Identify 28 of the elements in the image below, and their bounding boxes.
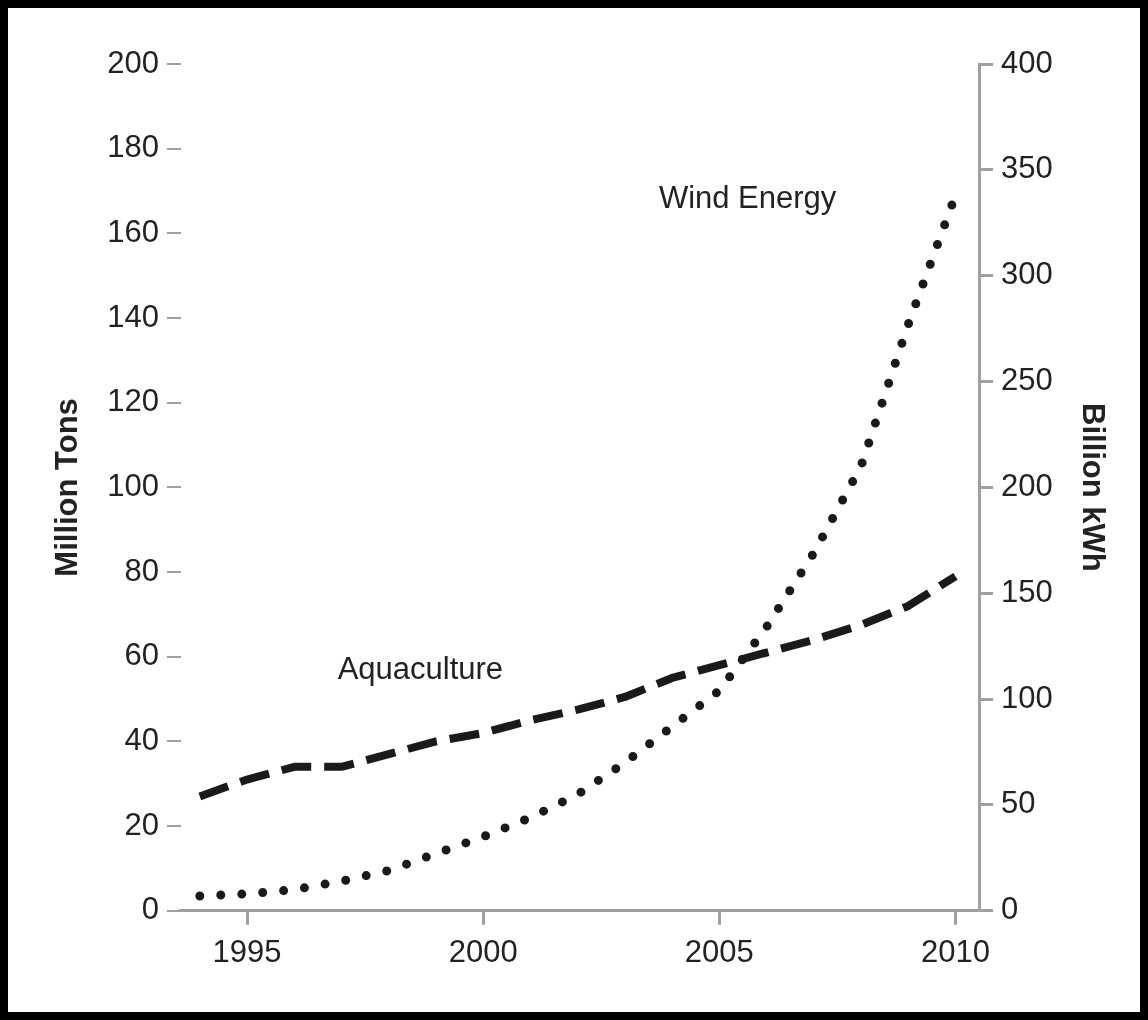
y2-tick-label: 0 xyxy=(1001,891,1019,927)
y-tick-label: 60 xyxy=(124,637,159,673)
x-tick-label: 1995 xyxy=(212,933,282,969)
y-tick-label: 80 xyxy=(124,552,159,588)
y2-tick-label: 350 xyxy=(1001,150,1053,186)
y2-tick-label: 50 xyxy=(1001,785,1036,821)
y2-tick-label: 400 xyxy=(1001,44,1053,80)
y2-tick-label: 200 xyxy=(1001,467,1053,503)
x-tick-label: 2010 xyxy=(920,933,990,969)
y-tick-label: 200 xyxy=(107,44,159,80)
y-tick-label: 160 xyxy=(107,213,159,249)
y-tick-label: 20 xyxy=(124,806,159,842)
y-tick-label: 120 xyxy=(107,383,159,419)
y-tick-label: 100 xyxy=(107,467,159,503)
y-tick-label: 0 xyxy=(141,891,159,927)
y-axis-title: Million Tons xyxy=(49,398,85,577)
y2-tick-label: 250 xyxy=(1001,362,1053,398)
y2-tick-label: 150 xyxy=(1001,573,1053,609)
x-tick-label: 2000 xyxy=(448,933,518,969)
y2-tick-label: 300 xyxy=(1001,256,1053,292)
y-tick-label: 180 xyxy=(107,129,159,165)
annotation: Aquaculture xyxy=(337,650,504,686)
y2-tick-label: 100 xyxy=(1001,679,1053,715)
annotation: Wind Energy xyxy=(658,180,837,216)
y2-axis-title: Billion kWh xyxy=(1075,403,1111,572)
y-tick-label: 40 xyxy=(124,721,159,757)
x-tick-label: 2005 xyxy=(684,933,754,969)
y-tick-label: 140 xyxy=(107,298,159,334)
